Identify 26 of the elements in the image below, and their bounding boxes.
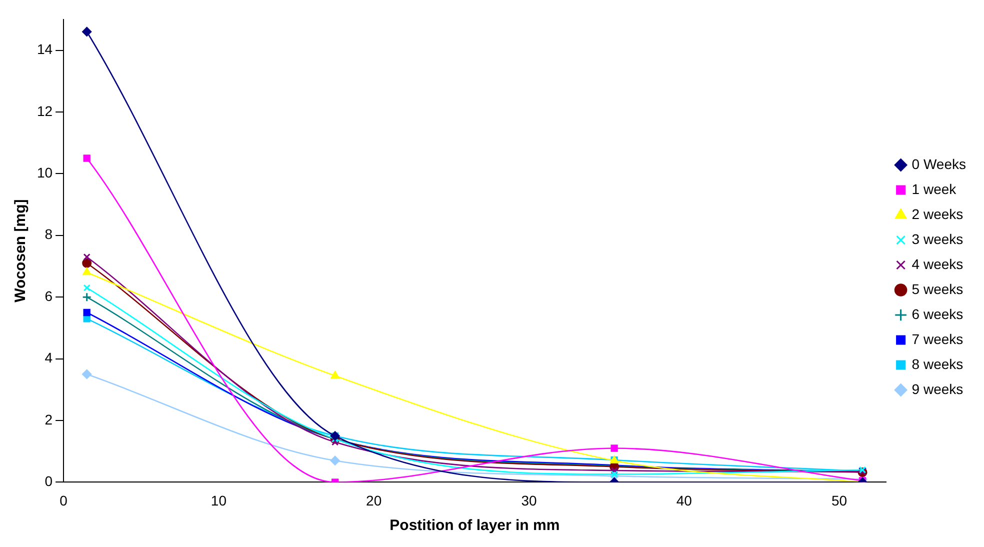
legend-label: 8 weeks — [912, 356, 964, 372]
x-tick-label: 20 — [366, 492, 382, 508]
x-tick-label: 40 — [676, 492, 692, 508]
y-tick-label: 10 — [36, 164, 53, 181]
x-tick-label: 50 — [831, 492, 848, 508]
legend-label: 9 weeks — [912, 380, 964, 397]
legend-label: 7 weeks — [912, 330, 964, 347]
x-tick-label: 10 — [210, 492, 227, 508]
legend-label: 6 weeks — [912, 306, 964, 322]
legend-label: 0 Weeks — [912, 156, 966, 172]
legend-label: 2 weeks — [912, 206, 964, 222]
y-tick-label: 12 — [36, 102, 53, 119]
y-tick-label: 4 — [44, 350, 53, 366]
x-tick-label: 30 — [521, 492, 537, 508]
legend-label: 5 weeks — [912, 280, 964, 297]
y-tick-label: 14 — [36, 41, 53, 58]
y-tick-label: 6 — [44, 288, 53, 304]
y-tick-label: 8 — [44, 226, 53, 242]
legend-label: 1 week — [912, 180, 958, 197]
y-tick-label: 2 — [44, 411, 53, 428]
legend-label: 4 weeks — [912, 256, 964, 272]
y-tick-label: 0 — [44, 473, 53, 490]
y-axis-title: Wocosen [mg] — [12, 199, 30, 302]
x-axis-title: Postition of layer in mm — [390, 517, 560, 534]
x-tick-label: 0 — [60, 492, 68, 508]
legend-label: 3 weeks — [912, 230, 964, 247]
